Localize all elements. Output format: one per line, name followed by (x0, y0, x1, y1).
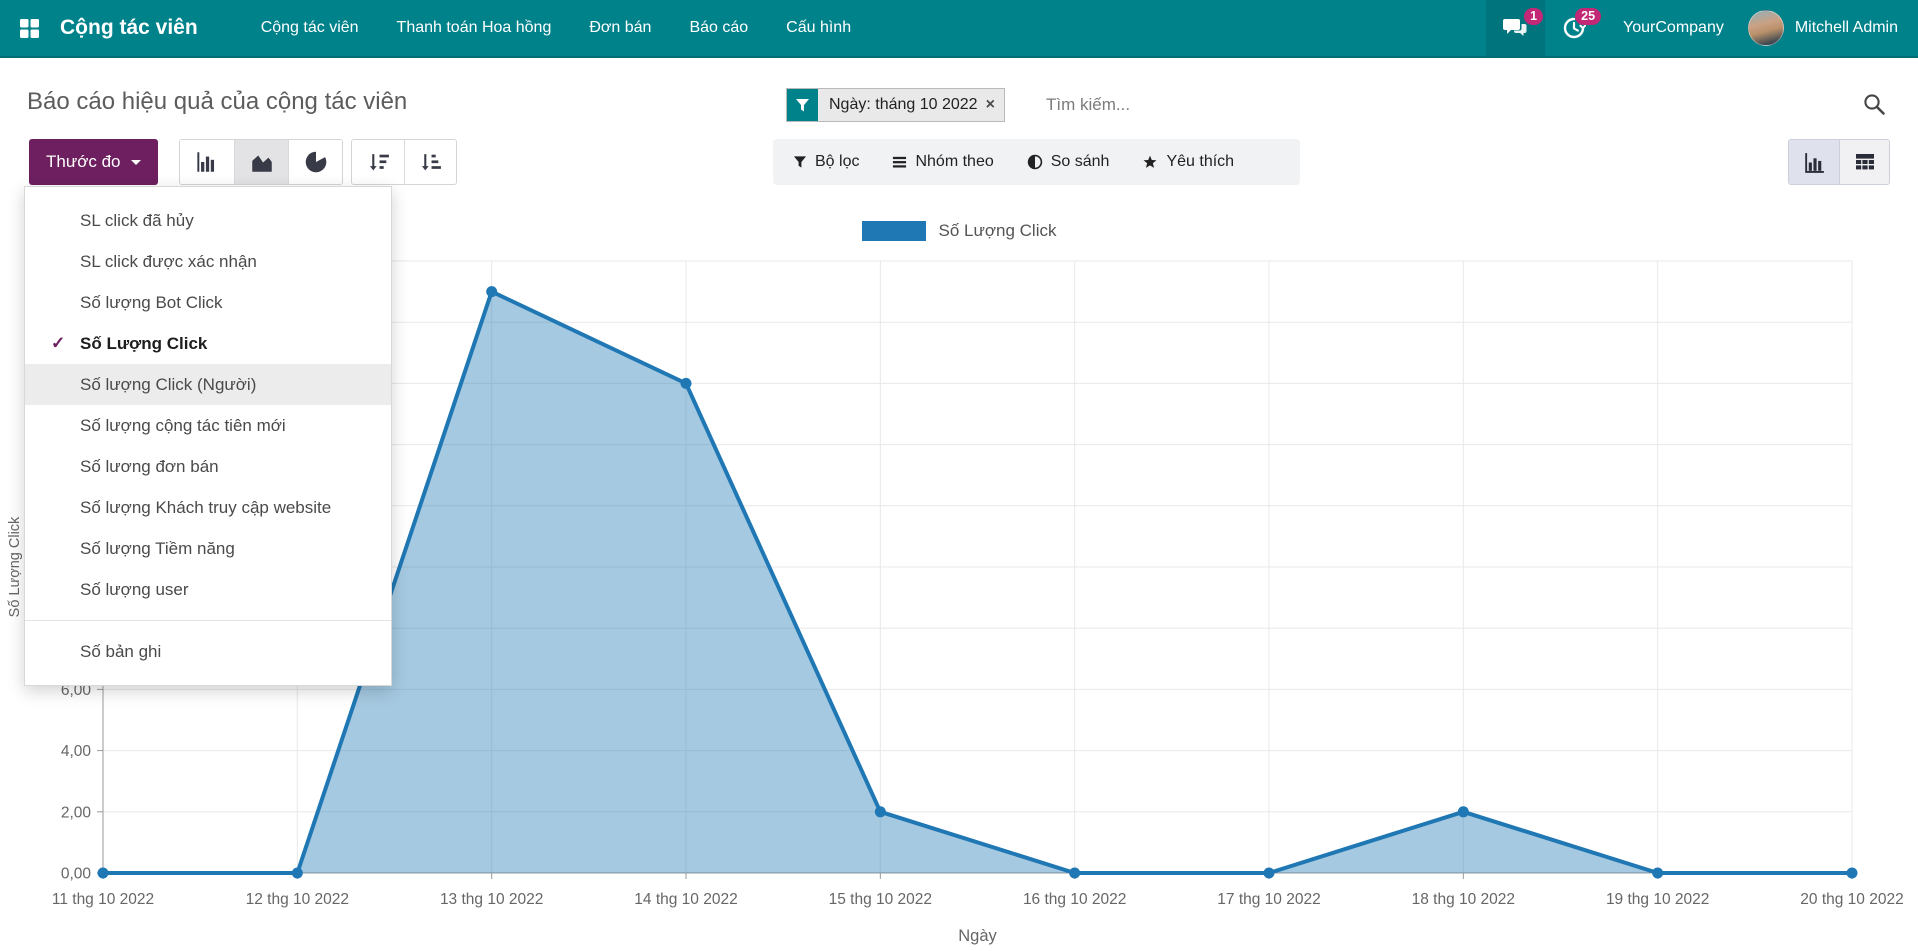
area-chart-icon (249, 149, 275, 175)
measure-menu-item[interactable]: Số lương đơn bán (80, 456, 219, 476)
activities-button[interactable]: 25 (1545, 0, 1603, 56)
sort-ascending-button[interactable] (404, 140, 456, 184)
bar-chart-button[interactable] (180, 140, 234, 184)
chevron-down-icon (130, 159, 141, 165)
sort-descending-button[interactable] (352, 140, 404, 184)
main-menu-item[interactable]: Cộng tác viên (260, 19, 359, 36)
main-menu-item[interactable]: Báo cáo (689, 19, 749, 36)
menu-divider (25, 620, 391, 621)
filter-funnel-small-icon (793, 155, 807, 169)
chart-type-switcher (179, 139, 343, 185)
pivot-grid-icon (1853, 150, 1877, 174)
sort-descending-icon (366, 150, 391, 175)
svg-text:14 thg 10 2022: 14 thg 10 2022 (634, 891, 737, 908)
measure-menu-item[interactable]: Số lượng Khách truy cập website (80, 497, 332, 517)
group-by-button[interactable]: Nhóm theo (892, 153, 994, 171)
measures-dropdown-menu: SL click đã hủy SL click được xác nhận Số … (24, 186, 392, 686)
star-icon (1142, 154, 1158, 170)
graph-view-icon (1802, 150, 1827, 175)
measures-button-label: Thước đo (46, 152, 121, 171)
svg-text:2,00: 2,00 (61, 804, 92, 821)
top-navbar: Cộng tác viên Cộng tác viên Thanh toán Ho… (0, 0, 1918, 58)
svg-text:Ngày: Ngày (958, 927, 997, 945)
pivot-view-button[interactable] (1839, 140, 1889, 184)
svg-text:18 thg 10 2022: 18 thg 10 2022 (1412, 891, 1515, 908)
search-options-bar: Bộ lọc Nhóm theo So sánh (773, 139, 1300, 185)
company-switcher[interactable]: YourCompany (1623, 19, 1724, 36)
sort-ascending-icon (418, 150, 443, 175)
chat-bubbles-icon (1503, 17, 1528, 39)
svg-text:15 thg 10 2022: 15 thg 10 2022 (829, 891, 932, 908)
favorites-button[interactable]: Yêu thích (1142, 153, 1234, 171)
group-by-button-label: Nhóm theo (915, 153, 994, 170)
apps-menu-button[interactable] (0, 0, 58, 56)
navbar-systray: 1 25 YourCompany Mitchell Admin (1486, 0, 1918, 56)
bar-chart-icon (194, 149, 220, 175)
svg-text:4,00: 4,00 (61, 743, 92, 760)
page-title: Báo cáo hiệu quả của cộng tác viên (27, 88, 408, 115)
user-menu[interactable]: Mitchell Admin (1794, 19, 1898, 36)
filter-funnel-icon (787, 89, 818, 121)
search-facet-label: Ngày: tháng 10 2022 (829, 96, 978, 113)
comparison-button[interactable]: So sánh (1027, 153, 1110, 171)
svg-text:20 thg 10 2022: 20 thg 10 2022 (1800, 891, 1903, 908)
view-switcher (1788, 139, 1890, 185)
comparison-button-label: So sánh (1050, 153, 1110, 170)
sort-switcher (351, 139, 457, 185)
legend-color-swatch (861, 221, 926, 241)
chart-legend[interactable]: Số Lượng Click (0, 221, 1918, 241)
pie-chart-button[interactable] (288, 140, 342, 184)
measure-menu-item-count[interactable]: Số bản ghi (80, 641, 162, 661)
graph-view-button[interactable] (1789, 140, 1839, 184)
filters-button[interactable]: Bộ lọc (793, 153, 859, 171)
main-menu-item[interactable]: Đơn bán (589, 19, 652, 36)
app-brand-title: Cộng tác viên (60, 16, 198, 39)
messages-button[interactable]: 1 (1486, 0, 1546, 56)
svg-text:13 thg 10 2022: 13 thg 10 2022 (440, 891, 543, 908)
main-menu: Cộng tác viên Thanh toán Hoa hồng Đơn bán B… (242, 0, 870, 56)
activities-count-badge: 25 (1575, 8, 1602, 25)
measure-menu-item[interactable]: Số lượng Tiềm năng (80, 538, 235, 558)
svg-text:19 thg 10 2022: 19 thg 10 2022 (1606, 891, 1709, 908)
measure-menu-item[interactable]: Số lượng user (80, 579, 189, 599)
apps-grid-icon (18, 17, 41, 40)
main-menu-item[interactable]: Thanh toán Hoa hồng (396, 19, 552, 36)
measure-menu-item[interactable]: Số lượng cộng tác tiên mới (80, 415, 286, 435)
pie-chart-icon (303, 149, 329, 175)
messages-count-badge: 1 (1524, 8, 1544, 25)
svg-text:16 thg 10 2022: 16 thg 10 2022 (1023, 891, 1126, 908)
filters-button-label: Bộ lọc (815, 153, 860, 170)
svg-text:Số Lượng Click: Số Lượng Click (7, 516, 23, 617)
main-menu-item[interactable]: Cấu hình (786, 19, 852, 36)
measure-menu-item[interactable]: SL click được xác nhận (80, 251, 257, 271)
svg-text:12 thg 10 2022: 12 thg 10 2022 (246, 891, 349, 908)
measures-menu-items: SL click đã hủy SL click được xác nhận Số … (25, 200, 391, 610)
facet-remove-icon[interactable]: × (985, 96, 995, 113)
legend-series-label: Số Lượng Click (938, 221, 1057, 240)
line-area-chart-button[interactable] (234, 140, 288, 184)
favorites-button-label: Yêu thích (1166, 153, 1235, 170)
svg-text:6,00: 6,00 (61, 682, 92, 699)
svg-text:17 thg 10 2022: 17 thg 10 2022 (1217, 891, 1320, 908)
comparison-half-circle-icon (1027, 154, 1043, 170)
activity-clock-icon (1562, 16, 1587, 40)
search-icon[interactable] (1862, 92, 1887, 117)
search-input[interactable] (1046, 90, 1566, 120)
search-facet-date[interactable]: Ngày: tháng 10 2022 × (786, 88, 1005, 122)
svg-text:0,00: 0,00 (61, 866, 92, 883)
measure-menu-item[interactable]: Số Lượng Click (25, 323, 391, 364)
measures-dropdown-button[interactable]: Thước đo (29, 139, 158, 185)
measure-menu-item[interactable]: SL click đã hủy (80, 210, 194, 230)
svg-text:11 thg 10 2022: 11 thg 10 2022 (52, 891, 154, 908)
measure-menu-item[interactable]: Số lượng Click (Người) (25, 364, 391, 405)
measure-menu-item[interactable]: Số lượng Bot Click (80, 292, 223, 312)
user-avatar[interactable] (1747, 10, 1784, 46)
group-by-icon (892, 155, 907, 169)
